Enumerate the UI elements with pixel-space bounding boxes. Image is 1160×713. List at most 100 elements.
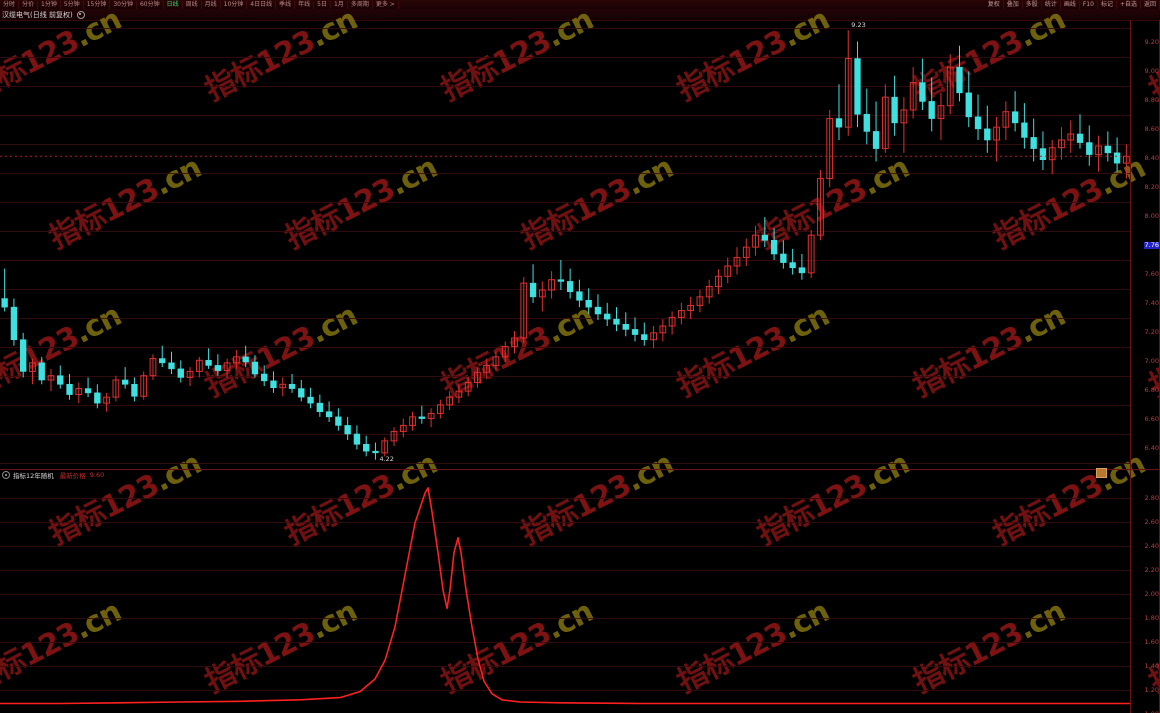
candle	[214, 354, 222, 376]
gridline	[0, 666, 1131, 667]
gridline	[0, 28, 1131, 29]
candle	[919, 58, 926, 110]
menu-item-2[interactable]: 1分钟	[38, 0, 61, 9]
menu-right-item-6[interactable]: 标记	[1098, 0, 1117, 9]
candlestick-plot	[0, 30, 1131, 460]
candle	[464, 377, 472, 397]
menu-item-11[interactable]: 4日日线	[247, 0, 277, 9]
candle	[1048, 140, 1056, 175]
candle	[900, 97, 908, 153]
price-tick: 7.20	[1144, 328, 1159, 336]
candle	[131, 377, 138, 402]
gridline	[0, 57, 1131, 58]
price-tick: 7.40	[1144, 299, 1159, 307]
indicator-marker-box[interactable]	[1096, 468, 1107, 478]
price-tick: 6.60	[1144, 415, 1159, 423]
indicator-curve	[0, 487, 1131, 705]
candle	[566, 268, 574, 299]
indicator-tick: 2.80	[1144, 494, 1159, 502]
candle	[520, 277, 528, 344]
candle	[1122, 144, 1130, 179]
candle	[965, 71, 972, 128]
circle-dot-icon[interactable]	[2, 471, 10, 479]
menu-item-7[interactable]: 日线	[164, 0, 183, 9]
indicator-tick: 1.20	[1144, 686, 1159, 694]
candle	[789, 248, 796, 275]
menu-item-13[interactable]: 年线	[295, 0, 315, 9]
menu-item-5[interactable]: 30分钟	[110, 0, 137, 9]
gridline	[0, 173, 1131, 174]
candle	[140, 371, 148, 400]
candle	[659, 319, 667, 342]
menu-item-3[interactable]: 5分钟	[61, 0, 84, 9]
menu-item-16[interactable]: 多周期	[348, 0, 373, 9]
candle	[1104, 131, 1111, 162]
menu-right-item-4[interactable]: 画线	[1061, 0, 1080, 9]
candle	[10, 298, 18, 346]
candle	[344, 416, 351, 440]
indicator-tick: 2.40	[1144, 542, 1159, 550]
menu-item-4[interactable]: 15分钟	[84, 0, 111, 9]
menu-item-1[interactable]: 分价	[19, 0, 39, 9]
gridline	[0, 318, 1131, 319]
candle	[622, 312, 629, 337]
menu-item-10[interactable]: 10分钟	[221, 0, 248, 9]
candle	[159, 345, 166, 368]
indicator-axis[interactable]: 2.80 2.60 2.40 2.20 2.00 1.80 1.60 1.40 1.20 1.00…	[1130, 470, 1160, 713]
indicator-tick: 2.60	[1144, 518, 1159, 526]
menu-right-item-7[interactable]: +自选	[1117, 0, 1141, 9]
candle	[307, 387, 314, 409]
candle	[780, 240, 787, 269]
gridline	[0, 463, 1131, 464]
candle	[436, 399, 444, 419]
price-tick: 8.80	[1144, 96, 1159, 104]
gridline	[0, 618, 1131, 619]
menu-item-17[interactable]: 更多 >	[373, 0, 399, 9]
menu-item-0[interactable]: 分时	[0, 0, 20, 9]
price-tick: 9.00	[1144, 67, 1159, 75]
indicator-tick: 2.00	[1144, 590, 1159, 598]
menu-right-item-5[interactable]: F10	[1080, 0, 1098, 9]
menu-right-item-3[interactable]: 统计	[1042, 0, 1061, 9]
menu-item-12[interactable]: 季线	[276, 0, 296, 9]
indicator-chart-pane[interactable]: 指标12年随机 最新价格 9.60 2.80 2.60 2.40 2.20 2.00 1.…	[0, 470, 1160, 713]
candle	[47, 368, 55, 392]
candle	[613, 307, 620, 332]
menu-right-item-2[interactable]: 多股	[1023, 0, 1042, 9]
candle	[928, 77, 935, 132]
menu-item-6[interactable]: 60分钟	[137, 0, 164, 9]
menu-item-14[interactable]: 5日	[314, 0, 331, 9]
candle	[325, 401, 333, 422]
menu-right-item-8[interactable]: 返回	[1141, 0, 1160, 9]
candle	[891, 75, 898, 136]
indicator-tick: 2.20	[1144, 566, 1159, 574]
gridline	[0, 347, 1131, 348]
menu-right-item-1[interactable]: 叠加	[1004, 0, 1023, 9]
gridline	[0, 690, 1131, 691]
gridline	[0, 522, 1131, 523]
candle	[678, 302, 685, 325]
candle	[446, 391, 453, 410]
price-axis[interactable]: 9.20 9.00 8.80 8.60 8.40 8.20 8.00 7.76 7.60 7.40…	[1130, 20, 1160, 470]
menu-right-item-0[interactable]: 复权	[985, 0, 1004, 9]
candle	[1, 268, 8, 312]
candle	[103, 392, 110, 412]
candle	[270, 371, 277, 393]
candle	[1002, 101, 1010, 140]
candle	[168, 351, 175, 374]
menu-item-8[interactable]: 周线	[183, 0, 202, 9]
candle	[863, 88, 870, 145]
price-chart-pane[interactable]: 9.23 4.22 9.20 9.00 8.80 8.60 8.40 8.20 8.00 7.…	[0, 20, 1160, 470]
candle	[149, 354, 157, 380]
low-price-annotation: 4.22	[379, 454, 394, 463]
indicator-gridlines	[0, 470, 1160, 713]
candle	[844, 30, 852, 136]
menu-item-15[interactable]: 1月	[331, 0, 348, 9]
candle	[84, 377, 92, 398]
candle	[279, 377, 287, 397]
candle	[399, 418, 407, 438]
price-tick: 9.20	[1144, 38, 1159, 46]
circle-dot-icon[interactable]	[76, 10, 85, 19]
menu-item-9[interactable]: 月线	[202, 0, 221, 9]
candle	[826, 110, 834, 188]
